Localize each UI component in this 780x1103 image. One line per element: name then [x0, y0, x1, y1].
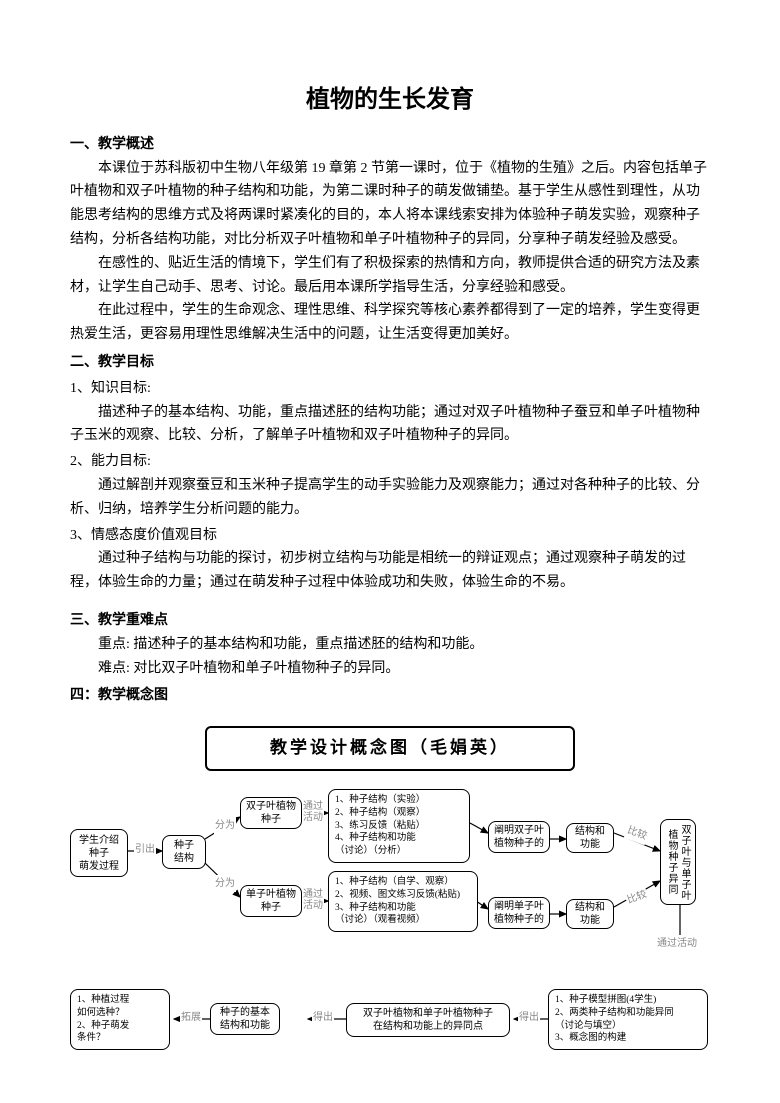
focus-text: 重点: 描述种子的基本结构和功能，重点描述胚的结构和功能。 — [70, 633, 710, 657]
label-yinchu: 引出 — [134, 841, 156, 858]
flowchart: 学生介绍种子萌发过程 引出 种子结构 分为 分为 双子叶植物种子 单子叶植物种子… — [70, 789, 710, 1069]
label-tongguo-1: 通过活动 — [302, 801, 324, 823]
goal-1-header: 1、知识目标: — [70, 377, 710, 401]
goal-2-text: 通过解剖并观察蚕豆和玉米种子提高学生的动手实验能力及观察能力；通过对各种种子的比… — [70, 474, 710, 522]
label-dechu-1: 得出 — [312, 1009, 334, 1026]
section-1-p3: 在此过程中，学生的生命观念、理性思维、科学探究等核心素养都得到了一定的培养，学生… — [70, 299, 710, 347]
section-1-p2: 在感性的、贴近生活的情境下，学生们有了积极探索的热情和方向，教师提供合适的研究方… — [70, 252, 710, 300]
label-tuozhan: 拓展 — [180, 1009, 202, 1026]
node-dicot: 双子叶植物种子 — [240, 797, 302, 829]
node-common: 双子叶植物和单子叶植物种子在结构和功能上的异同点 — [346, 1003, 510, 1037]
node-dicot-summary: 阐明双子叶植物种子的 — [488, 821, 550, 853]
label-bijiao-1: 比较 — [624, 822, 650, 845]
difficulty-text: 难点: 对比双子叶植物和单子叶植物种子的异同。 — [70, 657, 710, 681]
goal-3-header: 3、情感态度价值观目标 — [70, 524, 710, 548]
label-fenwei-1: 分为 — [214, 817, 236, 834]
goal-2-header: 2、能力目标: — [70, 450, 710, 474]
label-dechu-2: 得出 — [518, 1009, 540, 1026]
page-title: 植物的生长发育 — [70, 80, 710, 121]
section-1-header: 一、教学概述 — [70, 133, 710, 157]
node-compare: 双子叶与单子叶植物种子异同 — [660, 819, 696, 905]
node-seed-structure: 种子结构 — [162, 835, 206, 869]
node-monocot: 单子叶植物种子 — [240, 885, 302, 917]
node-dicot-activities: 1、种子结构（实验）2、种子结构（观察）3、练习反馈（粘贴）4、种子结构和功能（… — [328, 789, 470, 863]
concept-diagram: 教学设计概念图（毛娟英） 学生介绍种子萌发过程 — [70, 726, 710, 1069]
goal-3-text: 通过种子结构与功能的探讨，初步树立结构与功能是相统一的辩证观点；通过观察种子萌发… — [70, 547, 710, 595]
node-basic: 种子的基本结构和功能 — [210, 1003, 280, 1035]
node-mono-activities: 1、种子结构（自学、观察）2、视频、图文练习反馈(粘贴)3、种子结构和功能（讨论… — [328, 871, 478, 932]
label-tongguo-2: 通过活动 — [302, 889, 324, 911]
label-tongguo-huodong: 通过活动 — [656, 935, 698, 952]
node-final-activities: 1、种子模型拼图(4学生)2、两类种子结构和功能异同（讨论与填空）3、概念图的构… — [548, 989, 708, 1050]
section-1-p1: 本课位于苏科版初中生物八年级第 19 章第 2 节第一课时，位于《植物的生殖》之… — [70, 157, 710, 252]
node-sf-2: 结构和功能 — [566, 899, 614, 929]
diagram-title: 教学设计概念图（毛娟英） — [205, 726, 575, 771]
section-4-header: 四：教学概念图 — [70, 684, 710, 708]
node-mono-summary: 阐明单子叶植物种子的 — [488, 897, 550, 929]
label-fenwei-2: 分为 — [214, 875, 236, 892]
node-intro: 学生介绍种子萌发过程 — [70, 829, 128, 877]
node-sf-1: 结构和功能 — [566, 823, 614, 853]
label-bijiao-2: 比较 — [624, 886, 650, 909]
section-3-header: 三、教学重难点 — [70, 609, 710, 633]
node-questions: 1、种植过程如何选种？2、种子萌发条件？ — [70, 989, 170, 1050]
goal-1-text: 描述种子的基本结构、功能，重点描述胚的结构功能；通过对双子叶植物种子蚕豆和单子叶… — [70, 401, 710, 449]
section-2-header: 二、教学目标 — [70, 351, 710, 375]
